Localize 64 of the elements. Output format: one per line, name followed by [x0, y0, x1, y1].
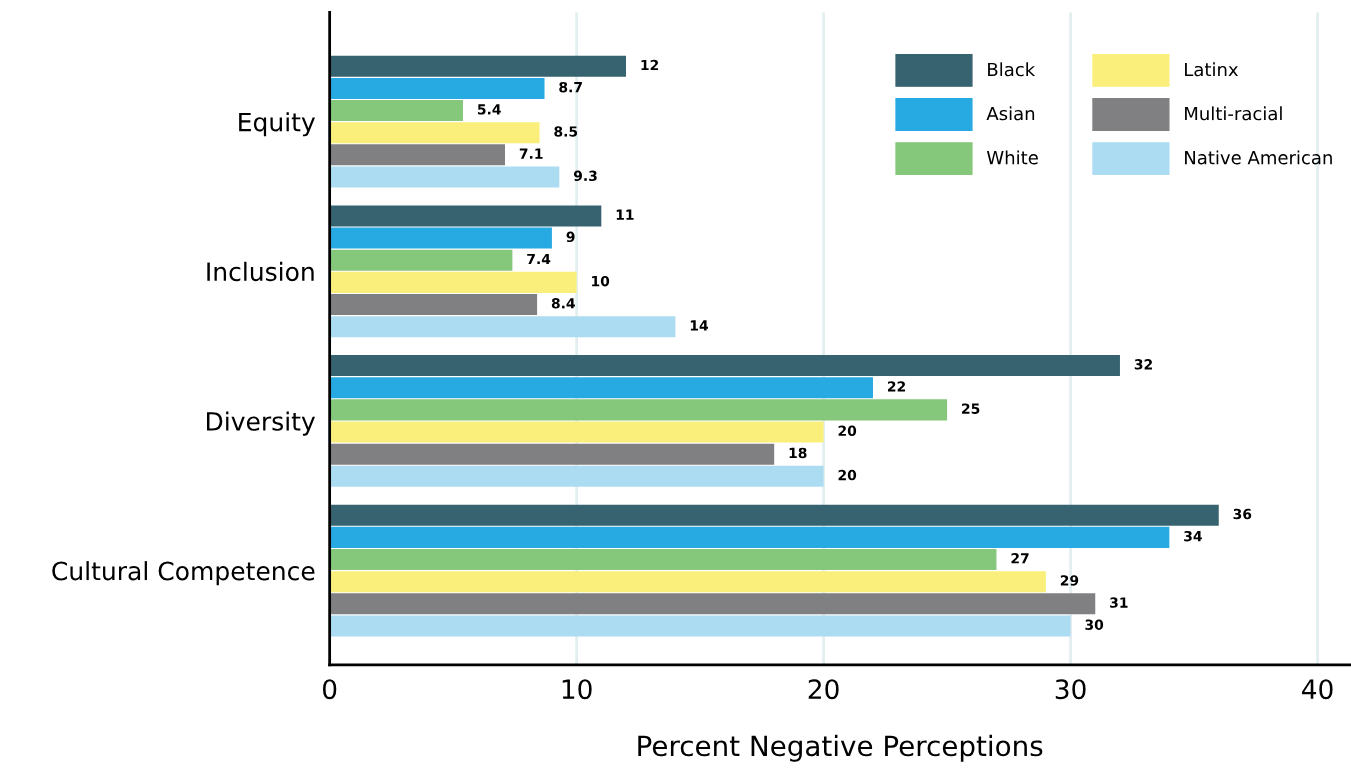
- bar: [329, 465, 824, 487]
- x-tick-label: 30: [1055, 679, 1086, 700]
- legend-label: Native American: [1185, 150, 1332, 165]
- bar: [329, 227, 552, 249]
- data-label: 9.3: [573, 170, 597, 182]
- bar: [329, 443, 775, 465]
- data-label: 11: [616, 209, 634, 220]
- bar: [329, 144, 505, 166]
- bar: [329, 526, 1170, 548]
- data-label: 8.5: [554, 126, 578, 137]
- data-label: 34: [1184, 530, 1202, 542]
- bar: [329, 271, 577, 293]
- y-tick-label: Inclusion: [207, 261, 314, 282]
- data-label: 27: [1011, 553, 1029, 564]
- bar: [329, 122, 540, 144]
- bar: [329, 249, 513, 271]
- bar: [329, 316, 676, 338]
- bar: [329, 548, 997, 571]
- y-tick-label: Equity: [239, 112, 316, 137]
- bar: [329, 377, 873, 399]
- bar: [329, 355, 1120, 377]
- data-label: 30: [1085, 619, 1104, 630]
- bar: [329, 166, 560, 188]
- data-label: 36: [1233, 508, 1252, 520]
- bar: [329, 205, 602, 227]
- y-tick-label: Cultural Competence: [52, 561, 315, 586]
- bar: [329, 571, 1046, 593]
- legend-label: White: [986, 150, 1038, 165]
- bar: [329, 593, 1096, 615]
- bar: [329, 504, 1219, 526]
- data-label: 14: [690, 320, 708, 331]
- x-axis-title: Percent Negative Perceptions: [638, 734, 1043, 762]
- bar: [329, 615, 1071, 637]
- bar: [329, 421, 824, 443]
- bar: [329, 399, 948, 421]
- x-tick-label: 10: [562, 679, 592, 700]
- data-label: 7.1: [519, 148, 543, 159]
- legend-label: Asian: [986, 106, 1035, 121]
- x-tick-label: 0: [322, 679, 337, 700]
- data-label: 8.4: [551, 298, 575, 309]
- data-label: 10: [592, 275, 610, 287]
- legend-label: Black: [988, 62, 1036, 77]
- legend-label: Latinx: [1185, 62, 1239, 77]
- data-label: 9: [566, 231, 575, 243]
- x-tick-label: 40: [1302, 679, 1333, 700]
- data-label: 18: [789, 447, 807, 459]
- data-label: 31: [1110, 597, 1128, 608]
- bar: [329, 293, 538, 316]
- legend-label: Multi-racial: [1185, 106, 1282, 121]
- bar: [329, 77, 545, 99]
- bar: [329, 55, 627, 77]
- data-label: 20: [838, 425, 857, 437]
- data-label: 12: [641, 59, 659, 71]
- y-tick-label: Diversity: [206, 411, 316, 436]
- data-label: 5.4: [477, 104, 501, 115]
- data-label: 8.7: [559, 81, 582, 93]
- bar: [329, 100, 464, 122]
- x-tick-label: 20: [808, 679, 839, 700]
- data-label: 7.4: [527, 253, 551, 265]
- data-label: 29: [1060, 575, 1079, 586]
- data-label: 20: [838, 469, 857, 481]
- data-label: 22: [887, 381, 905, 392]
- data-label: 32: [1134, 359, 1152, 370]
- data-label: 25: [962, 403, 980, 414]
